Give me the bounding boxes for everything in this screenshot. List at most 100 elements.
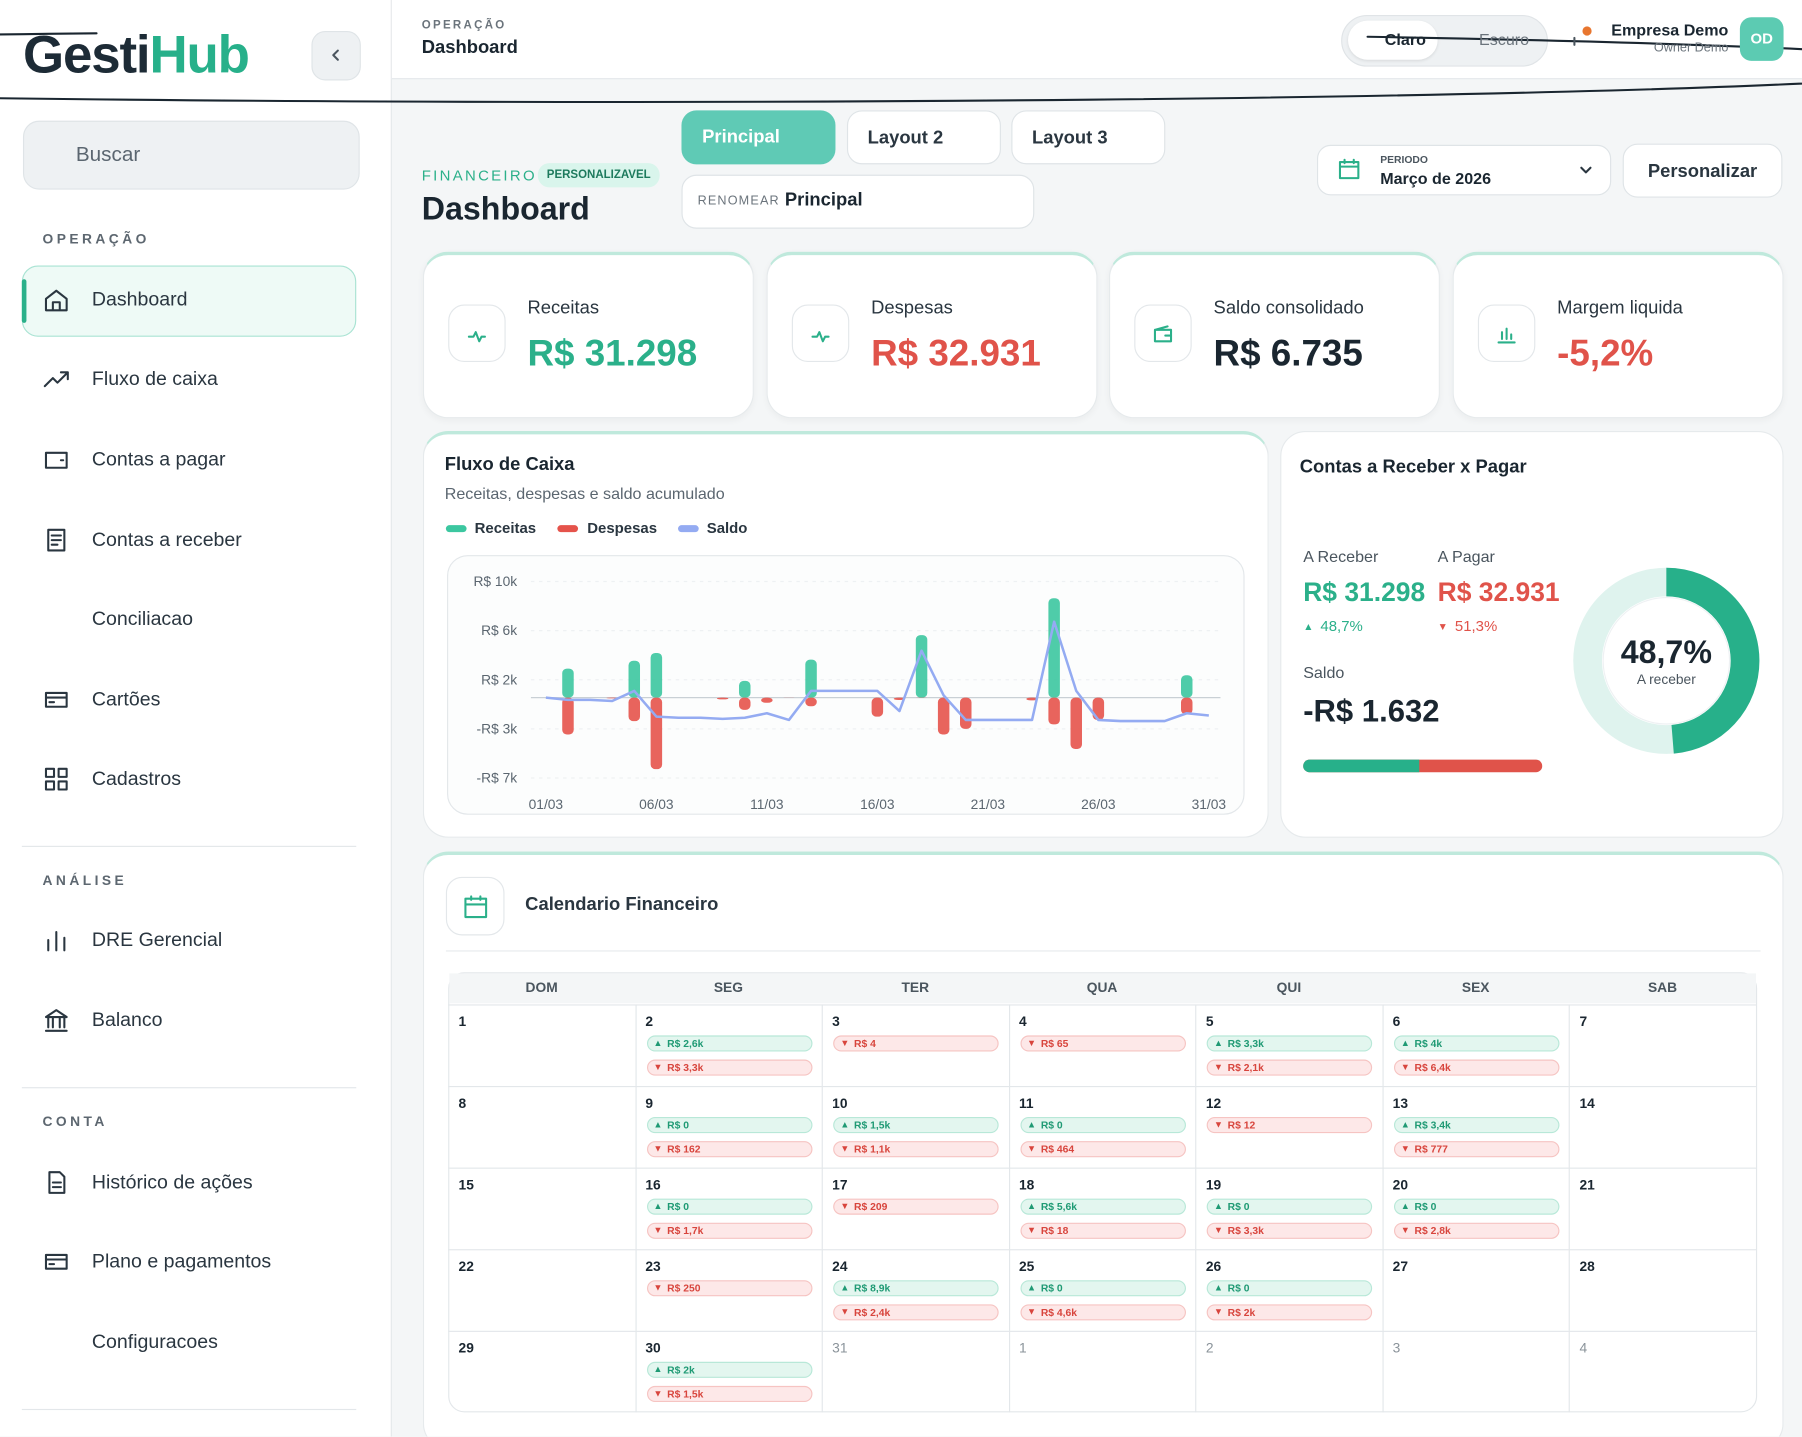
amount-arrow: ▼ [653, 1282, 663, 1293]
calendar-cell[interactable] [1195, 1330, 1383, 1413]
calendar-cell[interactable] [448, 1249, 636, 1331]
bar [739, 680, 751, 698]
calendar-cell[interactable] [1008, 1004, 1196, 1086]
stat-change: 48,7% [1320, 617, 1363, 635]
calendar-cell[interactable] [1569, 1004, 1756, 1086]
calendar-cell[interactable] [448, 1085, 636, 1168]
calendar-cell[interactable] [1569, 1249, 1756, 1331]
calendar-cell[interactable] [821, 1330, 1009, 1413]
layout-tab[interactable]: Principal [681, 110, 836, 165]
calendar-cell[interactable] [448, 1167, 636, 1250]
nav-item[interactable]: Histórico de ações [91, 1171, 253, 1193]
theme-active[interactable] [1348, 20, 1438, 60]
amount-arrow: ▼ [1027, 1143, 1037, 1154]
avatar[interactable]: OD [1739, 17, 1784, 61]
nav-item[interactable]: Fluxo de caixa [91, 367, 218, 390]
calendar-cell[interactable] [821, 1249, 1009, 1331]
nav-item[interactable]: Balanco [91, 1008, 163, 1031]
calendar-cell[interactable] [1195, 1004, 1383, 1086]
nav-icon [44, 1253, 68, 1270]
calendar-cell[interactable] [1008, 1330, 1196, 1413]
calendar-cell[interactable] [1008, 1167, 1196, 1250]
customize-button[interactable]: Personalizar [1622, 143, 1783, 198]
calendar-cell[interactable] [635, 1249, 822, 1331]
amount-pill [1393, 1141, 1560, 1158]
nav-item[interactable]: Contas a pagar [91, 448, 226, 471]
amount-label: R$ 1,1k [854, 1143, 891, 1155]
nav-item[interactable]: Cadastros [91, 767, 181, 790]
x-tick-label: 21/03 [971, 797, 1006, 812]
amount-label: R$ 2k [667, 1364, 695, 1376]
nav-item[interactable]: Dashboard [91, 288, 188, 311]
calendar-icon [464, 895, 488, 919]
nav-item[interactable]: Configuracoes [91, 1330, 218, 1353]
amount-arrow: ▲ [1213, 1282, 1223, 1293]
calendar-cell[interactable] [821, 1004, 1009, 1086]
amount-label: R$ 3,3k [667, 1061, 704, 1074]
bar [1026, 697, 1038, 701]
legend-swatch [445, 525, 467, 533]
calendar-cell[interactable] [635, 1167, 822, 1250]
calendar-cell[interactable] [821, 1085, 1009, 1168]
stat-arrow: ▼ [1437, 620, 1448, 633]
calendar-cell[interactable] [1008, 1249, 1196, 1331]
calendar-cell[interactable] [448, 1004, 636, 1086]
collapse-button[interactable] [311, 31, 361, 81]
nav-icon-shape [44, 289, 68, 312]
x-tick-label: 11/03 [750, 797, 784, 812]
amount-arrow: ▼ [653, 1225, 663, 1236]
nav-item[interactable]: Cartões [91, 688, 161, 711]
amount-arrow: ▲ [1213, 1200, 1223, 1212]
amount-arrow: ▲ [653, 1200, 663, 1212]
calendar-cell[interactable] [1195, 1167, 1383, 1250]
calendar-cell[interactable] [635, 1004, 822, 1086]
nav-item[interactable]: Conciliacao [91, 607, 193, 630]
calendar-divider [445, 950, 1761, 952]
bar [937, 697, 950, 735]
bar [562, 668, 574, 698]
calendar-cell[interactable] [821, 1167, 1009, 1250]
calendar-cell[interactable] [635, 1085, 822, 1168]
amount-pill [1020, 1117, 1186, 1134]
day-number: 28 [1579, 1258, 1595, 1275]
calendar-cell[interactable] [1195, 1249, 1383, 1331]
layout-tab[interactable]: Layout 2 [846, 110, 1001, 165]
kpi-icon [1153, 325, 1173, 343]
nav-icon [44, 451, 68, 469]
search-box[interactable] [22, 120, 360, 190]
calendar-cell[interactable] [1008, 1085, 1196, 1168]
nav-item[interactable]: DRE Gerencial [91, 928, 223, 951]
calendar-cell[interactable] [1569, 1167, 1756, 1250]
calendar-cell[interactable] [1569, 1330, 1756, 1413]
calendar-cell[interactable] [1382, 1004, 1570, 1086]
bar [1048, 598, 1060, 698]
chart-title: Fluxo de Caixa [444, 455, 575, 475]
calendar-cell[interactable] [448, 1330, 636, 1413]
period-box[interactable] [1316, 144, 1612, 196]
theme-dark[interactable]: Escuro [1479, 29, 1530, 49]
kpi-label: Saldo consolidado [1213, 298, 1364, 319]
amount-arrow: ▼ [1027, 1037, 1037, 1049]
amount-pill [1020, 1304, 1186, 1321]
kpi-value: -5,2% [1557, 332, 1654, 374]
amount-label: R$ 2,4k [854, 1306, 891, 1319]
calendar-cell[interactable] [1569, 1085, 1756, 1168]
rename-box[interactable] [681, 174, 1035, 229]
calendar-cell[interactable] [1195, 1085, 1383, 1168]
bar [915, 635, 928, 698]
nav-item[interactable]: Contas a receber [91, 528, 242, 551]
calendar-cell[interactable] [635, 1330, 822, 1413]
bar [562, 697, 574, 735]
y-tick-label: -R$ 7k [477, 771, 518, 786]
calendar-cell[interactable] [1382, 1330, 1570, 1413]
nav-item[interactable]: Plano e pagamentos [91, 1250, 272, 1273]
calendar-cell[interactable] [1382, 1167, 1570, 1250]
theme-light[interactable]: Claro [1384, 29, 1426, 49]
calendar-cell[interactable] [1382, 1085, 1570, 1168]
day-number: 19 [1205, 1176, 1222, 1193]
layout-tab[interactable]: Layout 3 [1011, 110, 1166, 165]
nav-section-title: OPERAÇÃO [42, 230, 150, 248]
kpi-icon-box [1134, 304, 1192, 362]
amount-pill [646, 1222, 812, 1239]
calendar-cell[interactable] [1382, 1249, 1570, 1331]
